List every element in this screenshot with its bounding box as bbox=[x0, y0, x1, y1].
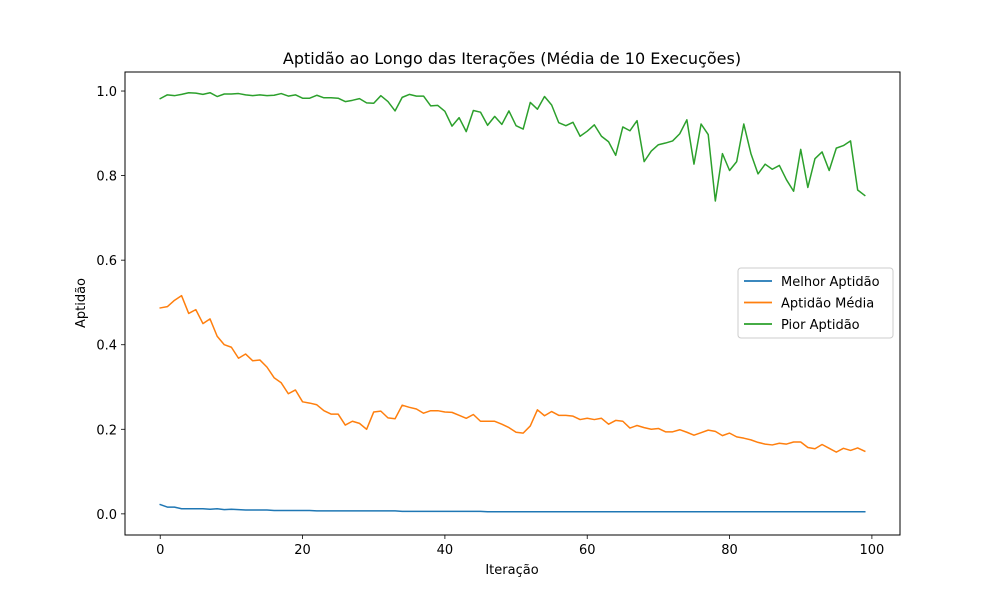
x-tick-label: 20 bbox=[294, 543, 311, 558]
axes-frame bbox=[124, 71, 901, 536]
x-tick-label: 0 bbox=[156, 543, 164, 558]
legend-label: Melhor Aptidão bbox=[781, 275, 880, 290]
y-tick-label: 1.0 bbox=[96, 85, 117, 100]
y-tick-label: 0.0 bbox=[96, 508, 117, 523]
legend-label: Pior Aptidão bbox=[781, 318, 860, 333]
x-axis-label: Iteração bbox=[485, 563, 538, 578]
x-tick-label: 80 bbox=[721, 543, 738, 558]
series-line-0 bbox=[159, 503, 866, 513]
legend-label: Aptidão Média bbox=[781, 297, 874, 312]
y-axis-label: Aptidão bbox=[74, 278, 89, 328]
y-tick-label: 0.2 bbox=[96, 423, 117, 438]
legend: Melhor Aptidão Aptidão Média Pior Aptidão bbox=[737, 267, 894, 339]
y-tick-label: 0.6 bbox=[96, 254, 117, 269]
x-axis: 0 20 40 60 80 100 bbox=[156, 535, 884, 558]
y-axis: 0.0 0.2 0.4 0.6 0.8 1.0 bbox=[96, 85, 125, 523]
x-tick-label: 60 bbox=[579, 543, 596, 558]
plot-area bbox=[159, 91, 866, 513]
x-tick-label: 100 bbox=[859, 543, 884, 558]
y-tick-label: 0.4 bbox=[96, 339, 117, 354]
chart-title: Aptidão ao Longo das Iterações (Média de… bbox=[283, 49, 741, 68]
series-line-2 bbox=[159, 91, 866, 202]
x-tick-label: 40 bbox=[437, 543, 454, 558]
y-tick-label: 0.8 bbox=[96, 170, 117, 185]
legend-box bbox=[737, 267, 894, 339]
series-line-1 bbox=[159, 294, 866, 453]
